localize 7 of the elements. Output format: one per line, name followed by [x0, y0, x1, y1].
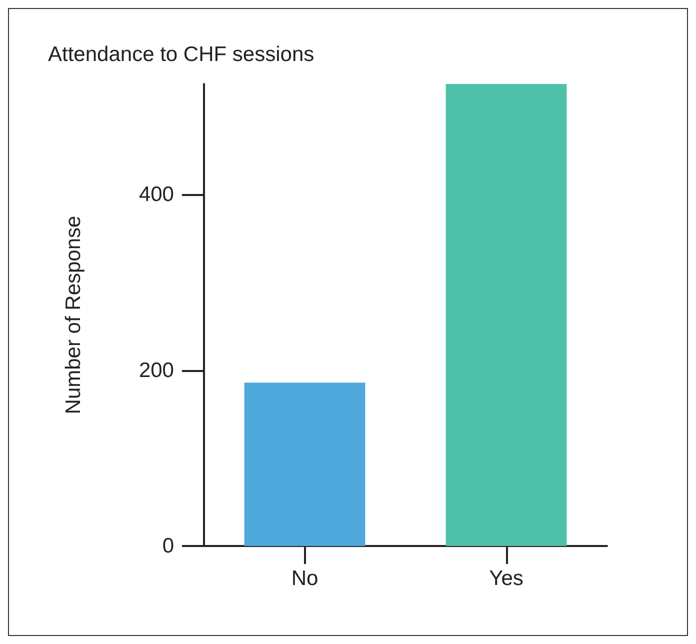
y-tick-label: 0	[162, 534, 174, 558]
x-tick-label: Yes	[489, 567, 524, 590]
y-tick-label: 400	[138, 183, 174, 206]
y-axis-title: Number of Response	[62, 216, 85, 414]
x-tick-label: No	[291, 567, 318, 590]
chart-title: Attendance to CHF sessions	[48, 43, 314, 66]
y-tick-label: 200	[138, 358, 174, 382]
